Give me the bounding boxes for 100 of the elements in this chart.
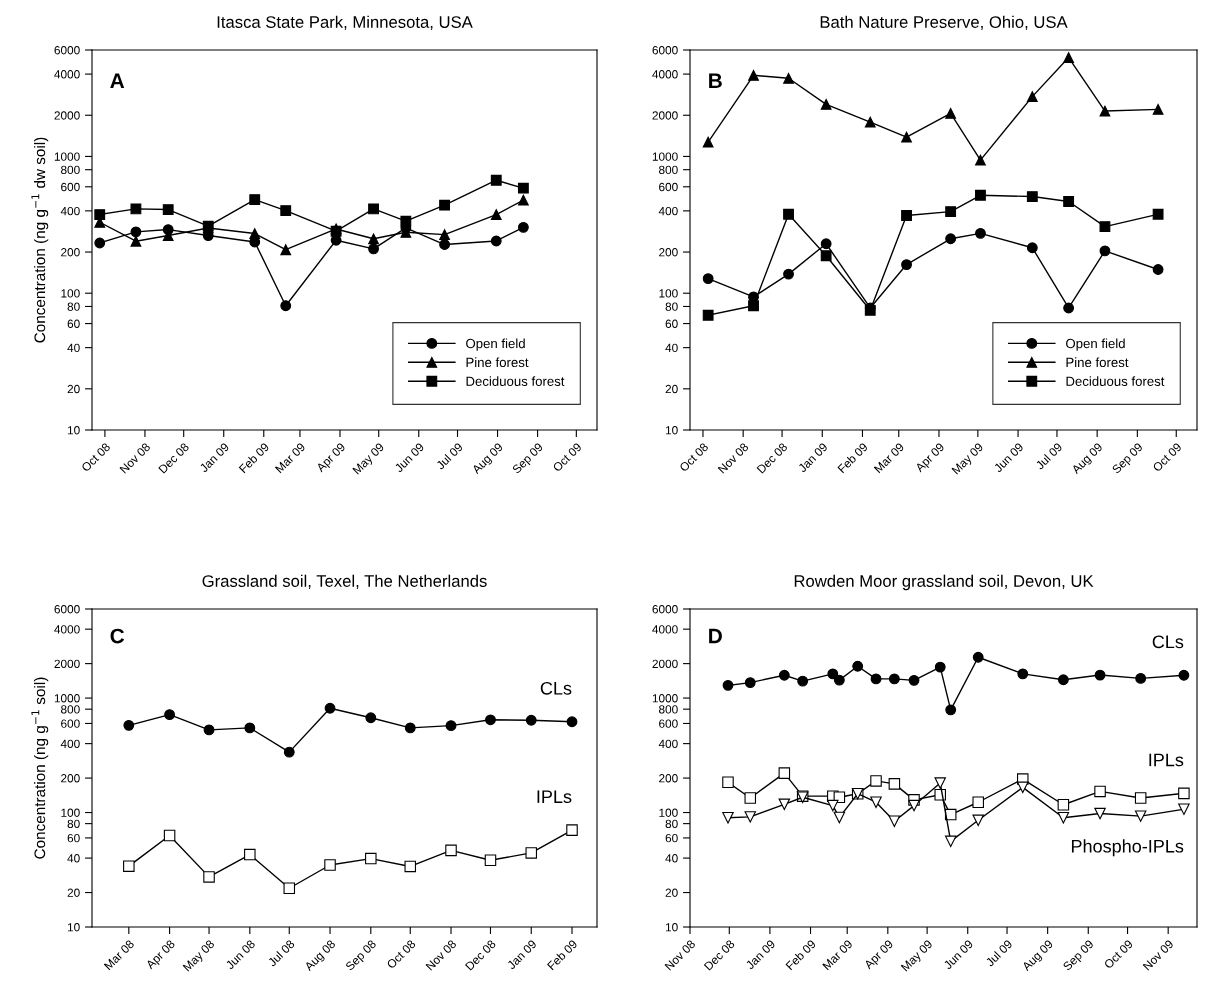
point — [123, 719, 135, 731]
x-tick-label: Jan 09 — [199, 442, 230, 473]
point — [1099, 105, 1111, 117]
point — [1026, 91, 1038, 103]
x-tick-label: Aug 09 — [1070, 442, 1105, 477]
chart-title: Rowden Moor grassland soil, Devon, UK — [794, 574, 1094, 591]
point — [244, 848, 256, 861]
legend-label: Deciduous forest — [1066, 376, 1165, 386]
point — [280, 205, 292, 216]
point — [1057, 674, 1069, 686]
x-tick-label: Feb 09 — [238, 442, 270, 474]
point — [888, 673, 900, 685]
x-tick-label: Jul 09 — [435, 442, 464, 471]
point — [324, 702, 336, 714]
y-tick-label: 800 — [61, 705, 80, 714]
x-tick-label: Aug 08 — [303, 939, 338, 974]
point — [1178, 787, 1190, 800]
x-tick-label: May 09 — [951, 442, 986, 477]
point — [439, 199, 451, 211]
point — [1135, 672, 1147, 684]
y-tick-label: 400 — [658, 206, 678, 216]
x-tick-label: Jul 09 — [984, 939, 1013, 968]
annotation: B — [709, 73, 722, 88]
point — [1017, 668, 1029, 680]
y-tick-label: 200 — [61, 248, 80, 257]
legend-label: Pine forest — [1066, 357, 1129, 368]
x-tick-label: Jan 09 — [506, 939, 537, 970]
y-tick-label: 2000 — [652, 111, 678, 120]
point — [1178, 669, 1190, 681]
y-tick-label: 2000 — [54, 659, 80, 669]
x-tick-label: Oct 09 — [1152, 442, 1182, 473]
series-label: CLs — [540, 681, 572, 695]
y-tick-label: 1000 — [652, 152, 678, 161]
point — [783, 72, 794, 84]
y-tick-label: 20 — [665, 888, 678, 897]
series-label: Phospho-IPLs — [1071, 839, 1184, 857]
point — [94, 237, 106, 249]
point — [490, 235, 502, 247]
y-tick-label: 600 — [659, 719, 678, 728]
point — [566, 824, 578, 836]
x-tick-label: Sep 09 — [1062, 939, 1096, 973]
point — [748, 300, 759, 312]
y-tick-label: 2000 — [652, 659, 678, 669]
y-tick-label: 800 — [659, 705, 678, 714]
point — [1152, 103, 1164, 115]
point — [162, 204, 174, 215]
point — [908, 799, 920, 812]
point — [439, 229, 451, 241]
x-tick-label: Oct 09 — [1103, 939, 1134, 970]
point — [244, 722, 256, 734]
point — [833, 811, 846, 824]
point — [280, 300, 292, 312]
point — [827, 668, 839, 680]
point — [566, 716, 578, 728]
y-tick-label: 40 — [665, 854, 678, 863]
point — [400, 215, 412, 227]
point — [1099, 221, 1111, 233]
point — [365, 712, 377, 724]
point — [934, 777, 946, 789]
point — [1063, 52, 1075, 63]
series-label: CLs — [1152, 635, 1184, 649]
point — [972, 796, 984, 809]
y-tick-label: 4000 — [54, 625, 80, 634]
x-tick-label: Nov 08 — [664, 939, 696, 971]
y-tick-label: 400 — [658, 739, 678, 749]
point — [1026, 191, 1038, 202]
legend-label: Deciduous forest — [466, 376, 565, 386]
point — [702, 309, 714, 321]
point — [94, 209, 106, 220]
x-tick-label: Jun 09 — [993, 442, 1024, 473]
point — [404, 860, 417, 873]
x-tick-label: Feb 09 — [837, 442, 869, 474]
point — [130, 235, 142, 247]
point — [517, 221, 529, 233]
point — [870, 796, 882, 809]
point — [123, 860, 135, 872]
point — [827, 799, 839, 812]
point — [368, 233, 379, 245]
point — [744, 811, 757, 823]
point — [1057, 798, 1070, 811]
point — [901, 210, 912, 221]
y-tick-label: 10 — [67, 426, 80, 435]
point — [972, 814, 984, 827]
y-tick-label: 200 — [61, 774, 80, 783]
point — [901, 131, 912, 143]
x-tick-label: Apr 08 — [145, 939, 178, 972]
y-tick-label: 20 — [67, 888, 80, 897]
point — [164, 709, 176, 721]
y-axis-title: Concentration (ng g$^{−1}$ dw soil) — [31, 137, 49, 343]
y-tick-label: 1000 — [54, 152, 80, 161]
x-tick-label: Apr 09 — [315, 442, 348, 475]
annotation: A — [110, 73, 125, 88]
y-tick-label: 600 — [61, 182, 80, 192]
y-tick-label: 80 — [67, 819, 80, 829]
y-tick-label: 2000 — [54, 111, 80, 120]
point — [901, 259, 912, 270]
y-tick-label: 20 — [665, 384, 678, 394]
series-label: IPLs — [1149, 753, 1184, 767]
x-tick-label: Oct 08 — [386, 939, 417, 970]
point — [744, 792, 757, 804]
